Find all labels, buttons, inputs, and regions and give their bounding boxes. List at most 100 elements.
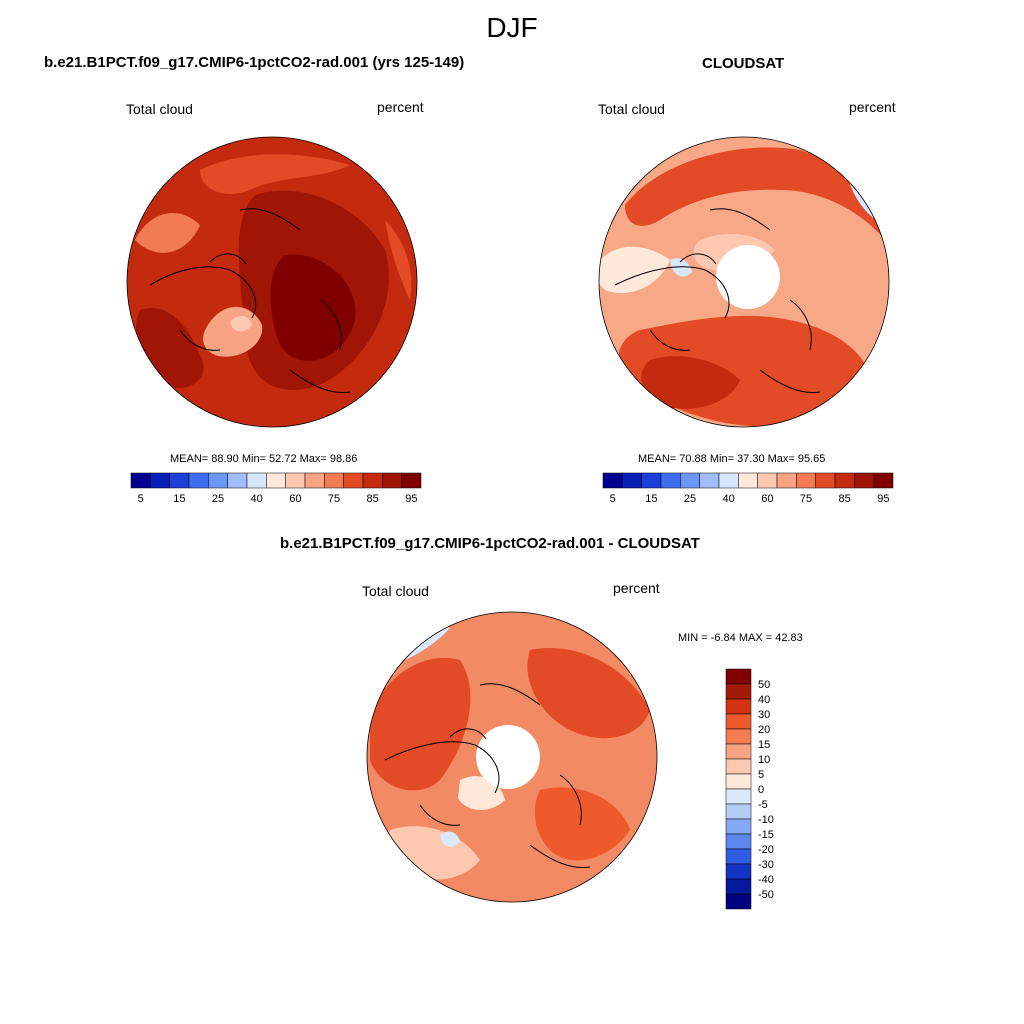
difference-coastlines (384, 683, 591, 869)
panel2-high-cloud-north (625, 147, 885, 240)
panel1-colorbar-color-box (382, 472, 402, 489)
panel1-colorbar-color-box (401, 472, 422, 489)
panel1-colorbar-color-box (188, 472, 209, 489)
difference-high-region-south (534, 787, 630, 861)
panel1-moderate-cloud-region (200, 154, 350, 194)
panel1-colorbar-tick-label: 25 (212, 493, 224, 505)
panel2-colorbar-tick-label: 60 (761, 493, 773, 505)
panel1-east-edge-region (385, 220, 412, 300)
panel1-coastlines (149, 208, 351, 394)
difference-colorbar-tick-label: 5 (758, 769, 764, 781)
panel1-colorbar-color-box (266, 472, 286, 489)
panel3-units-label: percent (613, 580, 660, 596)
difference-colorbar-color-box (725, 818, 752, 835)
panel2-greenland-ice-region (670, 258, 692, 277)
difference-high-region-west (370, 658, 471, 791)
panel2-colorbar-color-box (738, 472, 758, 489)
difference-colorbar-tick-label: 10 (758, 754, 770, 766)
difference-colorbar-tick-label: 30 (758, 709, 770, 721)
difference-polar-map (366, 611, 658, 903)
difference-colorbar-tick-label: 50 (758, 679, 770, 691)
panel2-colorbar-tick-label: 85 (839, 493, 851, 505)
difference-title: b.e21.B1PCT.f09_g17.CMIP6-1pctCO2-rad.00… (280, 535, 700, 552)
difference-colorbar-tick-label: 15 (758, 739, 770, 751)
panel1-colorbar-color-box (208, 472, 228, 489)
panel1-colorbar-color-box (150, 472, 170, 489)
panel1-lower-cloud-region (135, 213, 200, 253)
panel2-title: CLOUDSAT (702, 55, 785, 72)
panel2-colorbar-color-box (796, 472, 816, 489)
panel2-colorbar-tick-label: 95 (877, 493, 889, 505)
panel2-colorbar-color-box (718, 472, 739, 489)
difference-colorbar-tick-label: 40 (758, 694, 770, 706)
panel1-units-label: percent (377, 99, 424, 115)
panel2-coastlines (614, 208, 821, 394)
difference-colorbar-color-box (725, 728, 752, 745)
panel1-colorbar-tick-label: 75 (328, 493, 340, 505)
difference-colorbar-tick-label: 0 (758, 784, 764, 796)
panel2-low-cloud-west (599, 246, 670, 294)
panel1-colorbar-color-box (169, 472, 190, 489)
panel2-colorbar-color-box (641, 472, 662, 489)
difference-colorbar-color-box (725, 713, 752, 730)
panel1-colorbar-color-box (246, 472, 267, 489)
season-title: DJF (486, 12, 538, 43)
panel2-variable-label: Total cloud (598, 101, 665, 117)
panel2-colorbar-tick-label: 15 (645, 493, 657, 505)
panel2-pole-hole (716, 245, 780, 309)
panel1-max-cloud-region (270, 254, 356, 361)
difference-colorbar-color-box (725, 758, 752, 775)
panel2-map-border (598, 136, 890, 428)
difference-colorbar-color-box (725, 833, 752, 850)
difference-colorbar-tick-label: -10 (758, 814, 774, 826)
difference-colorbar-color-box (725, 893, 752, 910)
panel1-stats: MEAN= 88.90 Min= 52.72 Max= 98.86 (170, 453, 358, 465)
panel2-colorbar: 5 15 25 40 60 75 85 95 (602, 472, 894, 505)
panel1-colorbar: 5 15 25 40 60 75 85 95 (130, 472, 422, 505)
panel2-colorbar-tick-label: 40 (723, 493, 735, 505)
difference-map-border (366, 611, 658, 903)
difference-colorbar-tick-label: 20 (758, 724, 770, 736)
difference-pole-hole (476, 725, 540, 789)
panel3-stats: MIN = -6.84 MAX = 42.83 (678, 632, 803, 644)
difference-colorbar-tick-label: -5 (758, 799, 768, 811)
panel1-colorbar-color-box (227, 472, 248, 489)
panel1-colorbar-tick-label: 60 (289, 493, 301, 505)
panel1-title: b.e21.B1PCT.f09_g17.CMIP6-1pctCO2-rad.00… (44, 54, 465, 71)
panel2-colorbar-color-box (699, 472, 720, 489)
panel2-units-label: percent (849, 99, 896, 115)
panel1-colorbar-tick-label: 85 (367, 493, 379, 505)
panel1-map-border (126, 136, 418, 428)
panel2-stats: MEAN= 70.88 Min= 37.30 Max= 95.65 (638, 453, 826, 465)
difference-colorbar-color-box (725, 773, 752, 790)
panel1-colorbar-tick-label: 15 (173, 493, 185, 505)
difference-colorbar-color-box (725, 878, 752, 895)
difference-colorbar-color-box (725, 803, 752, 820)
panel2-colorbar-tick-label: 25 (684, 493, 696, 505)
difference-colorbar-color-box (725, 848, 752, 865)
panel2-colorbar-color-box (854, 472, 874, 489)
panel1-colorbar-color-box (285, 472, 306, 489)
panel1-colorbar-color-box (343, 472, 364, 489)
difference-colorbar-tick-label: -50 (758, 889, 774, 901)
panel3-variable-label: Total cloud (362, 583, 429, 599)
difference-colorbar-tick-label: -30 (758, 859, 774, 871)
difference-colorbar-color-box (725, 683, 752, 700)
difference-colorbar-color-box (725, 698, 752, 715)
panel1-colorbar-color-box (304, 472, 325, 489)
panel1-variable-label: Total cloud (126, 101, 193, 117)
panel2-colorbar-tick-label: 5 (610, 493, 616, 505)
difference-colorbar-color-box (725, 788, 752, 805)
panel2-colorbar-color-box (815, 472, 836, 489)
difference-negative-region-2 (440, 831, 460, 847)
panel1-colorbar-color-box (130, 472, 151, 489)
difference-colorbar-tick-label: -20 (758, 844, 774, 856)
panel1-colorbar-tick-label: 95 (405, 493, 417, 505)
panel2-colorbar-color-box (873, 472, 894, 489)
panel2-colorbar-color-box (680, 472, 700, 489)
panel1-colorbar-tick-label: 40 (251, 493, 263, 505)
difference-colorbar-color-box (725, 668, 752, 685)
difference-colorbar-color-box (725, 863, 752, 880)
panel1-colorbar-color-box (324, 472, 344, 489)
